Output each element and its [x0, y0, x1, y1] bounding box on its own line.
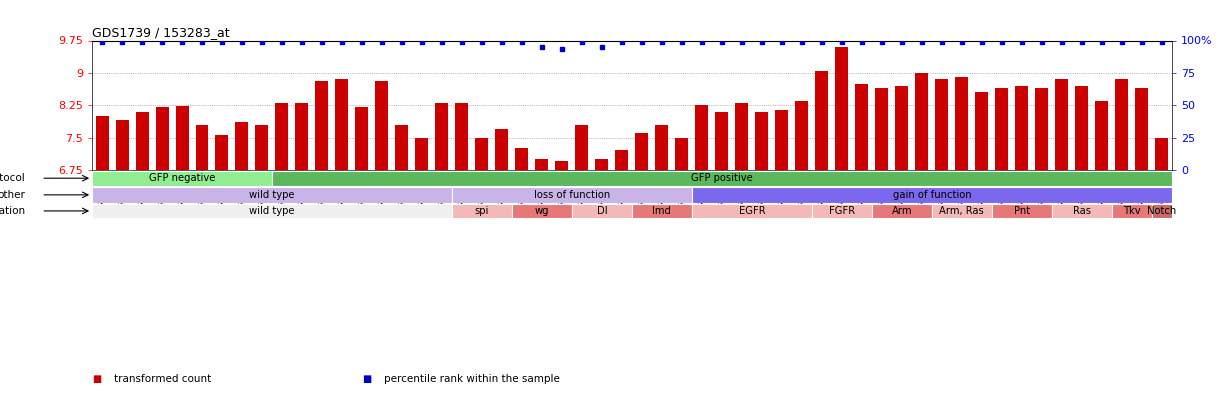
- Text: genotype/variation: genotype/variation: [0, 206, 25, 216]
- Bar: [1152, 204, 1172, 218]
- Bar: [156, 107, 168, 170]
- Bar: [452, 204, 512, 218]
- Bar: [696, 105, 708, 170]
- Bar: [1096, 101, 1108, 170]
- Text: Notch: Notch: [1147, 206, 1177, 216]
- Bar: [956, 77, 968, 170]
- Bar: [395, 125, 409, 170]
- Bar: [1135, 88, 1148, 170]
- Bar: [315, 81, 329, 170]
- Bar: [875, 88, 888, 170]
- Text: wild type: wild type: [249, 190, 294, 200]
- Text: other: other: [0, 190, 25, 200]
- Bar: [1015, 86, 1028, 170]
- Text: ■: ■: [362, 374, 372, 384]
- Text: GFP positive: GFP positive: [691, 173, 752, 183]
- Text: Imd: Imd: [653, 206, 671, 216]
- Bar: [92, 171, 272, 186]
- Bar: [512, 204, 572, 218]
- Bar: [276, 103, 288, 170]
- Bar: [872, 204, 931, 218]
- Bar: [556, 161, 568, 170]
- Bar: [375, 81, 389, 170]
- Bar: [356, 107, 368, 170]
- Text: Tkv: Tkv: [1123, 206, 1141, 216]
- Text: GFP negative: GFP negative: [148, 173, 215, 183]
- Bar: [572, 204, 632, 218]
- Text: gain of function: gain of function: [892, 190, 971, 200]
- Text: FGFR: FGFR: [828, 206, 855, 216]
- Text: Ras: Ras: [1072, 206, 1091, 216]
- Text: ■: ■: [92, 374, 102, 384]
- Bar: [115, 120, 129, 170]
- Bar: [816, 71, 828, 170]
- Bar: [616, 151, 628, 170]
- Bar: [575, 125, 589, 170]
- Bar: [1115, 79, 1129, 170]
- Bar: [1112, 204, 1152, 218]
- Bar: [535, 159, 548, 170]
- Bar: [455, 103, 469, 170]
- Bar: [655, 125, 669, 170]
- Text: wild type: wild type: [249, 206, 294, 216]
- Bar: [795, 101, 809, 170]
- Bar: [335, 79, 348, 170]
- Bar: [272, 171, 1172, 186]
- Bar: [975, 92, 988, 170]
- Bar: [735, 103, 748, 170]
- Bar: [931, 204, 991, 218]
- Text: EGFR: EGFR: [739, 206, 766, 216]
- Bar: [452, 187, 692, 202]
- Bar: [1036, 88, 1048, 170]
- Bar: [855, 84, 869, 170]
- Bar: [692, 204, 812, 218]
- Text: percentile rank within the sample: percentile rank within the sample: [384, 374, 560, 384]
- Bar: [775, 109, 789, 170]
- Bar: [595, 159, 609, 170]
- Bar: [915, 73, 929, 170]
- Bar: [135, 112, 148, 170]
- Bar: [1055, 79, 1069, 170]
- Bar: [1052, 204, 1112, 218]
- Text: Dl: Dl: [596, 206, 607, 216]
- Text: wg: wg: [535, 206, 550, 216]
- Bar: [475, 138, 488, 170]
- Bar: [515, 148, 529, 170]
- Text: Arm, Ras: Arm, Ras: [940, 206, 984, 216]
- Bar: [236, 122, 249, 170]
- Text: transformed count: transformed count: [114, 374, 211, 384]
- Bar: [296, 103, 308, 170]
- Bar: [92, 204, 452, 218]
- Bar: [896, 86, 908, 170]
- Bar: [216, 135, 228, 170]
- Bar: [1075, 86, 1088, 170]
- Text: Pnt: Pnt: [1014, 206, 1029, 216]
- Text: spi: spi: [475, 206, 490, 216]
- Text: loss of function: loss of function: [534, 190, 610, 200]
- Bar: [416, 138, 428, 170]
- Bar: [636, 133, 648, 170]
- Text: GDS1739 / 153283_at: GDS1739 / 153283_at: [92, 26, 229, 39]
- Bar: [96, 116, 108, 170]
- Bar: [436, 103, 448, 170]
- Bar: [675, 138, 688, 170]
- Bar: [496, 129, 508, 170]
- Bar: [935, 79, 948, 170]
- Bar: [1156, 138, 1168, 170]
- Bar: [995, 88, 1009, 170]
- Text: protocol: protocol: [0, 173, 25, 183]
- Bar: [692, 187, 1172, 202]
- Bar: [255, 125, 269, 170]
- Bar: [92, 187, 452, 202]
- Bar: [715, 112, 729, 170]
- Bar: [812, 204, 872, 218]
- Bar: [195, 125, 209, 170]
- Bar: [632, 204, 692, 218]
- Bar: [756, 112, 768, 170]
- Bar: [836, 47, 848, 170]
- Bar: [991, 204, 1052, 218]
- Text: Arm: Arm: [892, 206, 912, 216]
- Bar: [175, 107, 189, 170]
